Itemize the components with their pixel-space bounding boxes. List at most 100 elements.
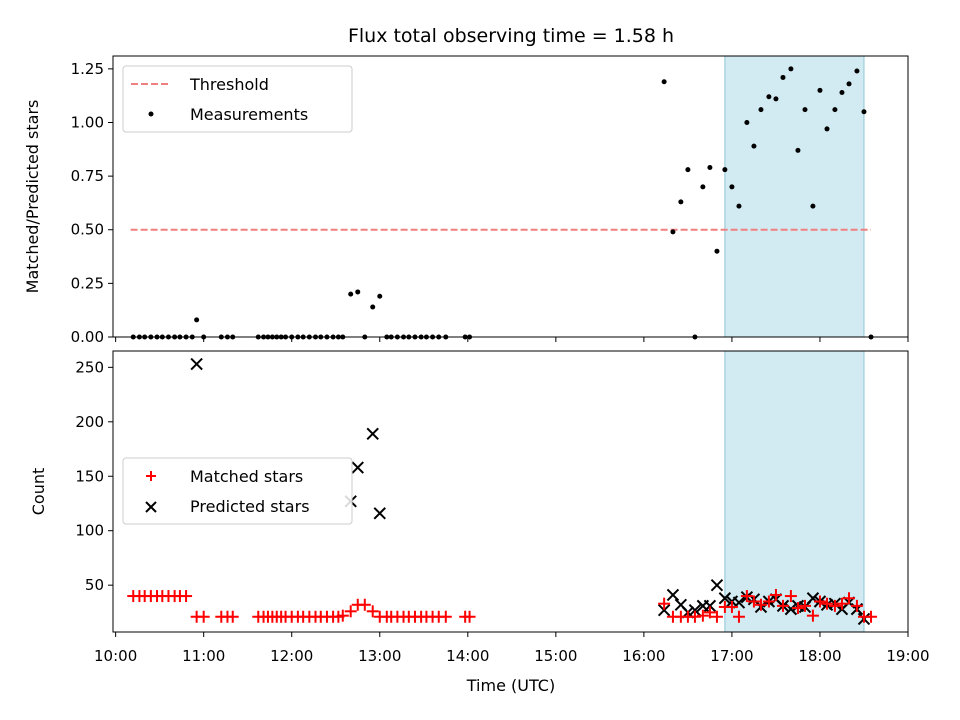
- predicted-point: [718, 592, 732, 605]
- measurement-point: [348, 291, 354, 297]
- matched-point: [688, 610, 701, 623]
- matched-point: [754, 598, 767, 611]
- measurement-point: [744, 119, 750, 125]
- measurement-point: [685, 167, 691, 173]
- observing-span-bottom: [724, 350, 865, 633]
- plot-frame: [112, 350, 909, 633]
- matched-point: [769, 588, 782, 601]
- ratio-legend: Threshold Measurements: [122, 65, 353, 133]
- matched-point: [806, 609, 819, 622]
- measurement-point: [729, 184, 735, 190]
- matched-point: [658, 597, 671, 610]
- matched-point: [835, 597, 848, 610]
- y-tick-label: 250: [75, 358, 104, 376]
- matched-point: [463, 610, 476, 623]
- matched-point: [747, 595, 760, 608]
- count-legend-box: [122, 457, 353, 525]
- measurement-point: [194, 317, 200, 323]
- matched-point: [336, 609, 349, 622]
- x-tick-label: 19:00: [886, 647, 929, 665]
- measurement-point: [817, 87, 823, 93]
- matched-point: [740, 590, 753, 603]
- legend-measurements-label: Measurements: [190, 105, 308, 124]
- x-tick-label: 17:00: [710, 647, 753, 665]
- count-y-axis-label: Count: [29, 468, 48, 516]
- measurement-point: [824, 126, 830, 132]
- y-tick-label: 50: [85, 576, 104, 594]
- measurement-point: [370, 304, 376, 310]
- matched-point: [821, 597, 834, 610]
- matched-point: [843, 592, 856, 605]
- measurement-point: [678, 199, 684, 205]
- ratio-legend-box: [122, 65, 353, 133]
- observing-span-top: [724, 55, 865, 338]
- measurement-point: [355, 289, 361, 295]
- predicted-point: [373, 507, 386, 520]
- predicted-point: [351, 461, 364, 474]
- plot-frame: [112, 55, 909, 338]
- matched-point: [710, 610, 723, 623]
- measurement-point: [736, 203, 742, 209]
- y-tick-label: 0.25: [71, 274, 104, 292]
- measurement-point: [758, 107, 764, 113]
- matched-layer: [127, 588, 878, 623]
- measurement-point: [795, 147, 801, 153]
- legend-predicted-label: Predicted stars: [190, 497, 310, 516]
- measurement-point: [773, 96, 779, 102]
- y-tick-label: 150: [75, 467, 104, 485]
- measurement-point: [722, 167, 728, 173]
- matched-point: [725, 600, 738, 613]
- ratio-y-axis-label: Matched/Predicted stars: [23, 100, 42, 294]
- legend-threshold-label: Threshold: [189, 75, 269, 94]
- x-tick-label: 14:00: [446, 647, 489, 665]
- matched-point: [762, 595, 775, 608]
- matched-point: [784, 590, 797, 603]
- measurement-point: [839, 89, 845, 95]
- measurement-point: [766, 94, 772, 100]
- measurement-point: [788, 66, 794, 72]
- matched-point: [180, 590, 193, 603]
- chart-title: Flux total observing time = 1.58 h: [348, 25, 674, 47]
- count-legend: Matched stars Predicted stars: [122, 457, 353, 525]
- count-axes: 50 100 150 200 250 10:00 11:00 12:00 13:00 14:00 1…: [75, 350, 930, 665]
- matched-point: [358, 598, 371, 611]
- measurement-point: [670, 229, 676, 235]
- matched-point: [732, 610, 745, 623]
- y-tick-label: 1.25: [71, 60, 104, 78]
- matched-point: [439, 610, 452, 623]
- matched-point: [344, 605, 357, 618]
- predicted-point: [710, 578, 724, 592]
- matched-point: [226, 610, 239, 623]
- matched-point: [813, 595, 826, 608]
- legend-measurement-swatch: [148, 111, 154, 117]
- measurement-point: [707, 165, 713, 171]
- measurement-point: [832, 107, 838, 113]
- ratio-panel: 0.00 0.25 0.50 0.75 1.00 1.25 Matched/Predict…: [23, 55, 909, 346]
- y-tick-label: 0.00: [71, 328, 104, 346]
- matched-point: [197, 610, 210, 623]
- ratio-axes: 0.00 0.25 0.50 0.75 1.00 1.25: [71, 55, 909, 346]
- x-tick-label: 12:00: [270, 647, 313, 665]
- matched-point: [791, 602, 804, 615]
- legend-matched-label: Matched stars: [190, 467, 303, 486]
- y-tick-label: 0.75: [71, 167, 104, 185]
- x-tick-label: 16:00: [622, 647, 665, 665]
- measurement-point: [854, 68, 860, 74]
- matched-point: [828, 599, 841, 612]
- y-tick-label: 0.50: [71, 221, 104, 239]
- measurement-point: [661, 79, 667, 85]
- measurement-point: [810, 203, 816, 209]
- measurement-point: [802, 107, 808, 113]
- predicted-point: [190, 357, 203, 371]
- matched-point: [776, 599, 789, 612]
- y-tick-label: 1.00: [71, 113, 104, 131]
- legend-matched-swatch: [146, 471, 156, 481]
- x-tick-label: 18:00: [798, 647, 841, 665]
- matched-point: [798, 599, 811, 612]
- x-tick-label: 13:00: [358, 647, 401, 665]
- measurement-point: [751, 143, 757, 149]
- measurement-point: [714, 248, 720, 254]
- x-tick-label: 10:00: [94, 647, 137, 665]
- y-tick-label: 100: [75, 522, 104, 540]
